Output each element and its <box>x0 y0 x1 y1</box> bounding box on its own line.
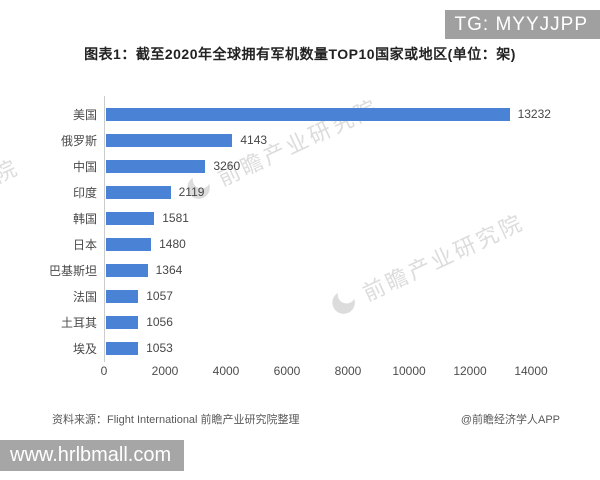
y-axis-label: 美国 <box>72 107 97 122</box>
bar-track: 3260 <box>106 159 586 173</box>
y-axis-line <box>104 96 105 362</box>
bar-value-label: 1056 <box>146 315 173 329</box>
x-axis-tick-label: 12000 <box>453 364 487 378</box>
x-axis-tick-label: 14000 <box>514 364 548 378</box>
y-axis-label: 俄罗斯 <box>60 133 97 148</box>
bar-row: 法国 1057 <box>46 283 586 309</box>
bar-value-label: 4143 <box>240 133 268 147</box>
bar <box>106 133 233 147</box>
bar-track: 2119 <box>106 185 586 199</box>
chart-rows: 美国 13232 俄罗斯 4143 中国 3260 印度 2119 韩国 1581 日本 1480 巴基… <box>46 101 586 361</box>
y-axis-label: 韩国 <box>72 211 97 226</box>
bar-track: 4143 <box>106 133 586 147</box>
bar-row: 美国 13232 <box>46 101 586 127</box>
bar <box>106 289 139 303</box>
y-axis-label: 土耳其 <box>60 315 97 330</box>
chart-title: 图表1：截至2020年全球拥有军机数量TOP10国家或地区(单位：架) <box>84 46 516 62</box>
bar-track: 1581 <box>106 211 586 225</box>
y-axis-label: 印度 <box>72 185 97 200</box>
bar-track: 1057 <box>106 289 586 303</box>
bar-row: 土耳其 1056 <box>46 309 586 335</box>
bar-track: 13232 <box>106 107 586 121</box>
bar-track: 1053 <box>106 341 586 355</box>
bar <box>106 315 139 329</box>
watermark: 前瞻产业研究院 <box>0 150 24 269</box>
bar-row: 巴基斯坦 1364 <box>46 257 586 283</box>
x-axis-tick-label: 10000 <box>392 364 426 378</box>
y-axis-label: 埃及 <box>72 341 97 356</box>
bar <box>106 211 155 225</box>
bar-value-label: 2119 <box>178 185 205 199</box>
bar-value-label: 1581 <box>162 211 189 225</box>
y-axis-label: 法国 <box>72 289 97 304</box>
x-axis-tick-label: 8000 <box>334 364 362 378</box>
tg-contact-badge: TG: MYYJJPP <box>444 10 600 39</box>
bar-track: 1056 <box>106 315 586 329</box>
bar-chart: 美国 13232 俄罗斯 4143 中国 3260 印度 2119 韩国 1581 日本 1480 巴基… <box>46 101 586 361</box>
bar-value-label: 3260 <box>213 159 241 173</box>
bar-row: 埃及 1053 <box>46 335 586 361</box>
bar-value-label: 1057 <box>146 289 173 303</box>
x-axis-tick-label: 0 <box>100 364 108 378</box>
bar-row: 韩国 1581 <box>46 205 586 231</box>
bar-value-label: 1053 <box>146 341 173 355</box>
bar-row: 印度 2119 <box>46 179 586 205</box>
bar <box>106 185 171 199</box>
x-axis-ticks: 0 2000 4000 6000 8000 10000 12000 14000 <box>100 364 548 378</box>
bar-row: 俄罗斯 4143 <box>46 127 586 153</box>
y-axis-label: 日本 <box>72 237 97 252</box>
x-axis-tick-label: 6000 <box>273 364 301 378</box>
bar <box>106 159 206 173</box>
bar-track: 1364 <box>106 263 586 277</box>
x-axis-tick-label: 4000 <box>212 364 240 378</box>
bar <box>106 237 152 251</box>
watermark-text: 前瞻产业研究院 <box>0 154 24 252</box>
bar-value-label: 1480 <box>159 237 186 251</box>
y-axis-label: 巴基斯坦 <box>48 263 97 278</box>
credit-note: @前瞻经济学人APP <box>460 414 560 426</box>
bar <box>106 263 148 277</box>
bar-row: 日本 1480 <box>46 231 586 257</box>
y-axis-label: 中国 <box>72 159 97 174</box>
bar-value-label: 13232 <box>517 107 551 121</box>
x-axis-tick-label: 2000 <box>151 364 179 378</box>
bar-row: 中国 3260 <box>46 153 586 179</box>
bar-value-label: 1364 <box>155 263 183 277</box>
bar <box>106 107 510 121</box>
bar-track: 1480 <box>106 237 586 251</box>
website-badge: www.hrlbmall.com <box>0 440 184 471</box>
bar <box>106 341 139 355</box>
source-note: 资料来源：Flight International 前瞻产业研究院整理 <box>52 414 300 426</box>
